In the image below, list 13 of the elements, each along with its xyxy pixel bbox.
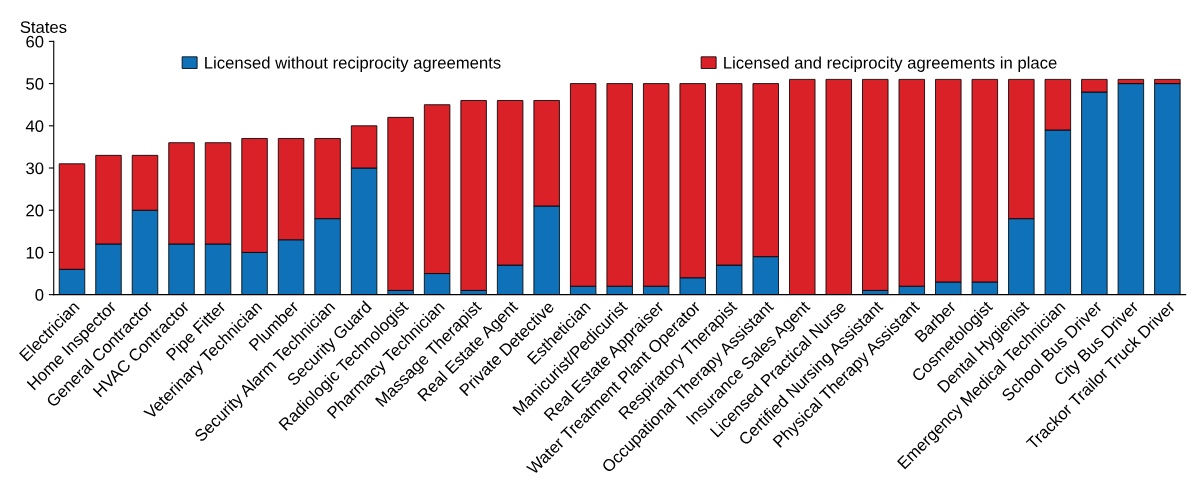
- y-tick-label: 40: [25, 120, 44, 133]
- y-tick-label: 0: [35, 289, 44, 301]
- legend-label: Licensed and reciprocity agreements in place: [724, 56, 1057, 72]
- legend-label: Licensed without reciprocity agreements: [205, 56, 501, 72]
- y-axis-title: States: [20, 21, 67, 34]
- bar: [460, 100, 487, 291]
- y-tick-label: 10: [26, 246, 44, 259]
- y-tick-label: 50: [26, 78, 44, 90]
- y-tick-label: 60: [26, 35, 44, 48]
- bar: [862, 78, 889, 291]
- y-tick-label: 20: [26, 204, 44, 217]
- y-tick-label: 30: [26, 162, 44, 175]
- bar: [387, 116, 414, 291]
